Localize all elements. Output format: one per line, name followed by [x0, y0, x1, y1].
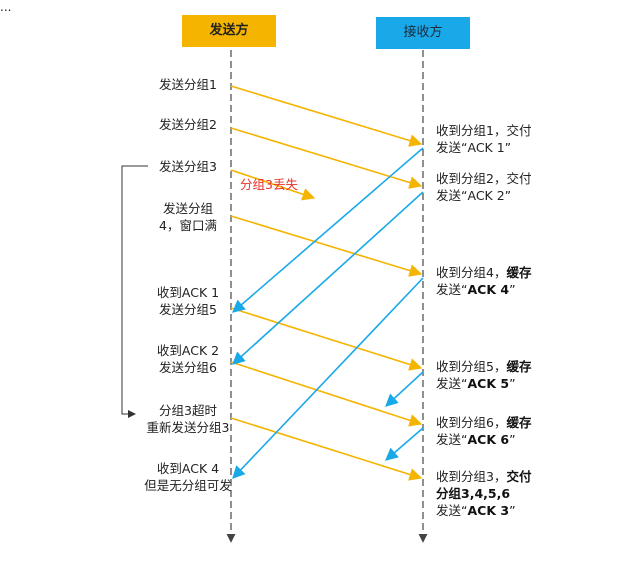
- timeout-bracket: [121, 165, 148, 415]
- ack-label: ACK 5: [467, 376, 510, 391]
- timeout-bracket-arrowhead: [128, 410, 136, 418]
- sender-note-4: 发送分组 4，窗口满: [128, 200, 248, 234]
- sender-note-2: 发送分组2: [128, 116, 248, 133]
- receiver-note-text: 发送“: [436, 140, 468, 155]
- sender-note-5: 收到ACK 1 发送分组5: [128, 284, 248, 318]
- ack-label: ACK 1: [467, 140, 505, 155]
- sender-note-line: 4，窗口满: [159, 218, 217, 233]
- receiver-note-final: 收到分组3，交付 分组3,4,5,6 发送“ACK 3”: [436, 468, 531, 519]
- receiver-note-text: 收到分组6，: [436, 415, 507, 430]
- data-arrow-packet-1: [230, 85, 423, 147]
- sender-note-line: 发送分组5: [159, 302, 217, 317]
- receiver-note-text: ”: [509, 376, 516, 391]
- data-arrow-packet-3-retransmit: [230, 417, 423, 481]
- sender-note-line: 发送分组: [162, 201, 213, 216]
- receiver-note-text: 发送“: [436, 188, 468, 203]
- receiver-note-text: 收到分组1，交付: [436, 123, 532, 138]
- delivered-packets: 分组3,4,5,6: [436, 486, 511, 501]
- receiver-note-text: ”: [509, 432, 516, 447]
- ack-arrow-6: [385, 427, 424, 461]
- data-arrow-packet-5: [230, 307, 423, 371]
- receiver-note-bold: 缓存: [506, 415, 532, 430]
- lost-packet-label: 分组3丢失: [240, 177, 298, 192]
- receiver-note-bold: 缓存: [506, 265, 532, 280]
- sender-note-1: 发送分组1: [128, 76, 248, 93]
- sender-note-line: 发送分组3: [159, 159, 217, 174]
- ack-arrow-4: [232, 277, 424, 479]
- receiver-note-text: ”: [509, 282, 516, 297]
- cropped-header-text: ...: [0, 0, 12, 14]
- receiver-note-text: 发送“: [436, 503, 468, 518]
- ack-arrow-1: [232, 147, 424, 313]
- sender-note-line: 发送分组6: [159, 360, 217, 375]
- sender-note-line: 分组3超时: [159, 403, 217, 418]
- receiver-note-text: 发送“: [436, 282, 468, 297]
- sender-note-line: 发送分组1: [159, 77, 217, 92]
- receiver-note-text: 发送“: [436, 376, 468, 391]
- data-arrow-packet-3-lost: [230, 169, 316, 201]
- ack-label: ACK 2: [467, 188, 505, 203]
- sender-note-3: 发送分组3: [128, 158, 248, 175]
- ack-arrow-5: [385, 371, 424, 407]
- receiver-note-text: 收到分组5，: [436, 359, 507, 374]
- sender-header: 发送方: [182, 15, 276, 47]
- receiver-note-text: 收到分组4，: [436, 265, 507, 280]
- sender-note-line: 重新发送分组3: [146, 420, 230, 435]
- receiver-note-1: 收到分组1，交付 发送“ACK 1”: [436, 122, 531, 156]
- data-arrow-packet-6: [230, 361, 423, 427]
- receiver-note-4: 收到分组5，缓存 发送“ACK 5”: [436, 358, 531, 392]
- sender-note-7: 分组3超时 重新发送分组3: [128, 402, 248, 436]
- receiver-note-text: 收到分组2，交付: [436, 171, 532, 186]
- ack-label: ACK 6: [467, 432, 510, 447]
- receiver-note-text: 收到分组3，: [436, 469, 507, 484]
- ack-label: ACK 3: [467, 503, 510, 518]
- receiver-note-bold: 交付: [506, 469, 532, 484]
- ack-arrow-2: [232, 191, 424, 365]
- sender-note-line: 收到ACK 1: [156, 285, 220, 300]
- receiver-note-text: ”: [504, 188, 512, 203]
- data-arrow-packet-4: [230, 215, 423, 277]
- receiver-header: 接收方: [376, 17, 470, 49]
- sender-note-line: 收到ACK 2: [156, 343, 220, 358]
- receiver-note-2: 收到分组2，交付 发送“ACK 2”: [436, 170, 531, 204]
- receiver-note-3: 收到分组4，缓存 发送“ACK 4”: [436, 264, 531, 298]
- receiver-note-text: ”: [504, 140, 512, 155]
- receiver-note-5: 收到分组6，缓存 发送“ACK 6”: [436, 414, 531, 448]
- receiver-note-bold: 缓存: [506, 359, 532, 374]
- ack-label: ACK 4: [467, 282, 510, 297]
- sender-note-line: 发送分组2: [159, 117, 217, 132]
- sender-note-line: 但是无分组可发: [144, 478, 232, 493]
- receiver-note-text: ”: [509, 503, 516, 518]
- sender-note-8: 收到ACK 4 但是无分组可发: [128, 460, 248, 494]
- sender-note-line: 收到ACK 4: [156, 461, 220, 476]
- receiver-note-text: 发送“: [436, 432, 468, 447]
- sender-note-6: 收到ACK 2 发送分组6: [128, 342, 248, 376]
